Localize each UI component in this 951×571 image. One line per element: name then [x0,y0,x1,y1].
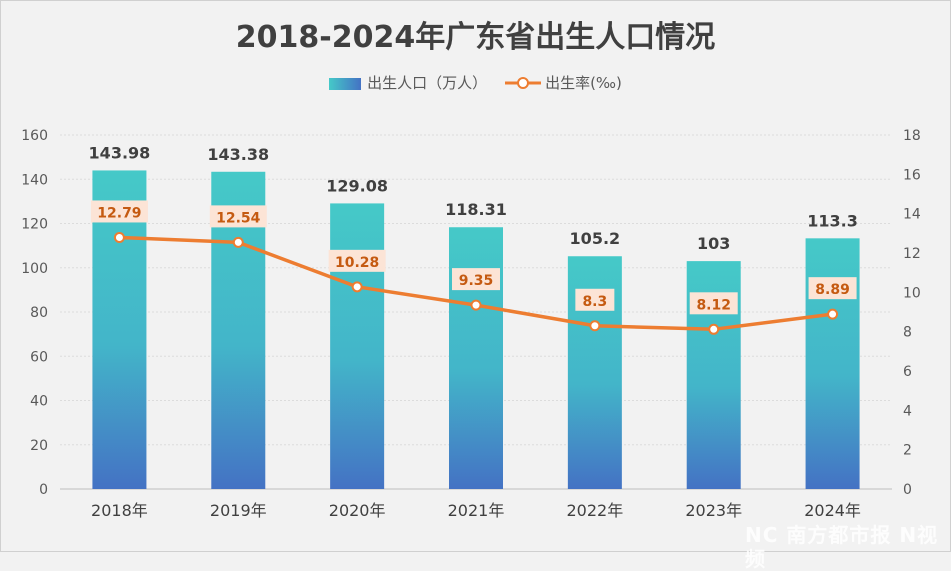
y-right-tick-label: 8 [903,325,912,341]
y-left-tick-label: 100 [21,261,48,277]
rate-label-box [90,200,148,223]
y-left-tick-label: 60 [30,349,48,365]
y-left-tick-label: 160 [21,128,48,144]
y-right-tick-label: 18 [903,128,921,144]
rate-label-box [575,288,615,311]
x-tick-label: 2021年 [448,501,505,520]
bar [805,238,860,489]
legend-swatch-bar [329,77,362,90]
rate-point [232,236,244,248]
y-left-tick-label: 40 [30,394,48,410]
rate-label-box [689,292,738,315]
rate-data-label: 10.28 [335,255,379,271]
rate-point [589,320,601,332]
bar-data-label: 143.98 [89,143,151,162]
rate-point [827,308,839,320]
y-left-tick-label: 20 [30,438,48,454]
chart-title: 2018-2024年广东省出生人口情况 [235,20,716,55]
y-left-tick-label: 80 [30,305,48,321]
rate-data-label: 9.35 [459,273,494,289]
rate-data-label: 8.89 [815,282,850,298]
rate-label-box [808,277,857,300]
y-left-tick-label: 0 [39,482,48,498]
legend: 出生人口（万人） 出生率(‰) [0,72,951,93]
rate-point [470,299,482,311]
x-tick-label: 2018年 [91,501,148,520]
bar [449,227,503,489]
legend-item-bar[interactable]: 出生人口（万人） [329,72,487,93]
rate-label-box [452,268,500,291]
bar [92,170,147,489]
rate-point [113,231,125,243]
x-tick-label: 2023年 [685,501,742,520]
bar [330,203,385,489]
x-tick-label: 2022年 [566,501,623,520]
bar-data-label: 113.3 [807,211,858,230]
y-right-tick-label: 12 [903,246,921,262]
y-right-tick-label: 14 [903,207,921,223]
y-right-tick-label: 4 [903,403,912,419]
y-right-tick-label: 2 [903,443,912,459]
y-right-tick-label: 6 [903,364,912,380]
legend-swatch-line [505,76,542,89]
rate-label-box [209,205,267,228]
bar-data-label: 105.2 [570,229,621,248]
x-tick-label: 2020年 [329,501,386,520]
rate-data-label: 8.12 [696,297,731,313]
y-right-tick-label: 0 [903,482,912,498]
x-tick-label: 2019年 [210,501,267,520]
rate-label-box [328,249,386,272]
chart-plot: 0 20 40 60 80 100 120 140 160 0 2 4 6 8 10 12 14 16 18 143.… [21,128,921,520]
rate-point [351,281,363,293]
bar-data-label: 118.31 [445,200,507,219]
x-tick-label: 2024年 [804,501,861,520]
bar-data-label: 103 [697,234,730,253]
y-left-tick-label: 120 [21,217,48,233]
y-left-tick-label: 140 [21,172,48,188]
rate-point [708,323,720,335]
bar-data-label: 129.08 [326,176,388,195]
rate-data-label: 12.79 [97,205,141,221]
legend-item-line[interactable]: 出生率(‰) [505,72,622,93]
rate-data-label: 12.54 [216,210,261,226]
bar-data-label: 143.38 [207,145,269,164]
watermark-logo: NC 南方都市报 N视频 [745,523,939,571]
rate-data-label: 8.3 [582,294,607,310]
y-right-tick-label: 16 [903,167,921,183]
y-right-tick-label: 10 [903,285,921,301]
